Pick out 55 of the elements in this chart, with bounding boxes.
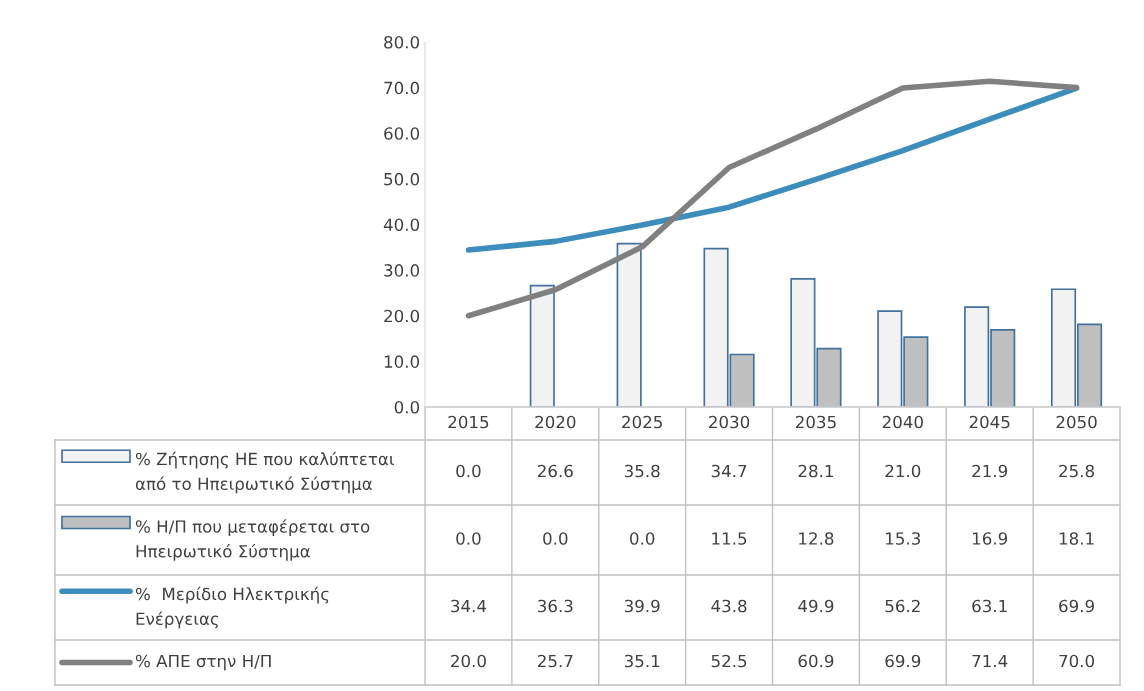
- x-tick-label: 2020: [535, 415, 576, 429]
- data-label: 70.0: [1059, 654, 1095, 668]
- data-label: 11.5: [712, 532, 747, 545]
- data-label: 25.8: [1059, 464, 1094, 478]
- data-label: 21.0: [885, 464, 921, 478]
- x-tick-label: 2040: [882, 415, 923, 429]
- data-label: 21.9: [972, 464, 1008, 478]
- data-label: 43.8: [711, 599, 747, 613]
- data-label: 63.1: [972, 599, 1007, 613]
- data-label: 16.9: [972, 532, 1008, 545]
- data-label: 71.4: [972, 654, 1008, 668]
- legend-label: % Μερίδιο Ηλεκτρικής Ενέργειας: [135, 586, 329, 629]
- data-label: 18.1: [1059, 532, 1094, 545]
- data-label: 60.9: [798, 654, 834, 668]
- data-label: 0.0: [456, 532, 481, 545]
- data-label: 34.7: [711, 464, 747, 478]
- data-label: 12.8: [799, 532, 834, 545]
- legend-label: % ΑΠΕ στην Η/Π: [135, 654, 271, 671]
- x-tick-label: 2015: [448, 415, 489, 429]
- data-label: 20.0: [451, 654, 486, 668]
- y-tick-label: 40.0: [383, 218, 420, 232]
- data-label: 25.7: [537, 654, 573, 668]
- x-tick-label: 2045: [969, 415, 1010, 429]
- y-tick-label: 10.0: [384, 355, 420, 368]
- data-label: 15.3: [886, 532, 921, 545]
- y-tick-label: 30.0: [384, 264, 420, 277]
- x-tick-label: 2050: [1056, 415, 1097, 429]
- data-label: 34.4: [451, 599, 487, 613]
- data-label: 39.9: [624, 599, 660, 613]
- y-tick-label: 60.0: [384, 127, 420, 140]
- data-label: 69.9: [1059, 599, 1094, 613]
- y-tick-label: 70.0: [384, 81, 420, 95]
- data-label: 36.3: [538, 599, 573, 613]
- data-label: 0.0: [630, 532, 655, 545]
- data-label: 0.0: [456, 464, 481, 478]
- y-tick-label: 80.0: [384, 35, 420, 49]
- data-label: 0.0: [543, 532, 568, 545]
- data-label: 26.6: [537, 464, 573, 478]
- data-label: 56.2: [885, 599, 920, 613]
- data-label: 35.1: [624, 654, 660, 668]
- x-tick-label: 2025: [622, 415, 662, 429]
- y-tick-label: 20.0: [384, 309, 420, 323]
- data-label: 52.5: [711, 654, 747, 668]
- y-tick-label: 0.0: [394, 400, 420, 414]
- legend-label: % Ζήτησης ΗΕ που καλύπτεται από το Ηπειρωτικό Σύστημα: [135, 451, 394, 494]
- data-label: 69.9: [885, 654, 921, 668]
- bar: [616, 242, 642, 407]
- y-tick-label: 50.0: [384, 172, 420, 186]
- x-tick-label: 2030: [709, 415, 750, 429]
- data-label: 35.8: [624, 464, 660, 478]
- bar: [529, 284, 555, 407]
- data-label: 28.1: [798, 464, 833, 478]
- x-tick-label: 2035: [795, 415, 836, 429]
- legend-label: % Η/Π που μεταφέρεται στο Ηπειρωτικό Σύστημα: [135, 519, 370, 561]
- data-label: 49.9: [798, 599, 834, 613]
